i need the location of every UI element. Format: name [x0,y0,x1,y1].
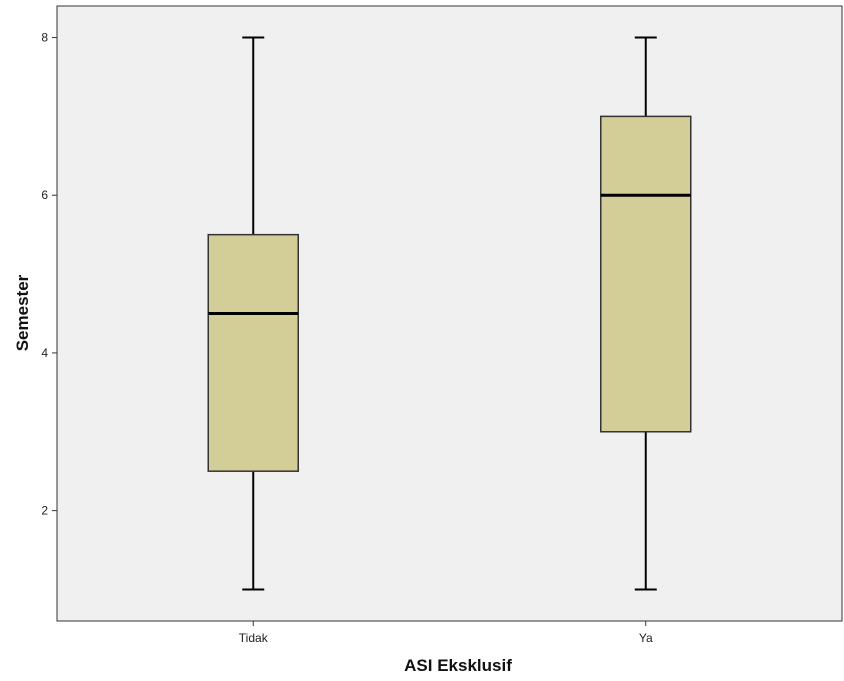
x-axis-title: ASI Eksklusif [404,656,512,675]
y-tick-label: 6 [41,188,48,202]
y-tick-label: 2 [41,504,48,518]
y-axis-title: Semester [13,274,32,351]
iqr-box [600,115,692,433]
x-tick-label: Ya [639,631,653,645]
x-axis: Tidak Ya [239,621,653,645]
box-tidak [207,36,299,591]
box-ya [600,36,692,591]
y-tick-label: 8 [41,31,48,45]
x-tick-label: Tidak [239,631,269,645]
boxes-group [207,36,692,591]
y-tick-label: 4 [41,346,48,360]
y-axis: 2 4 6 8 [41,31,57,518]
iqr-box [207,233,299,472]
plot-area [56,5,843,622]
